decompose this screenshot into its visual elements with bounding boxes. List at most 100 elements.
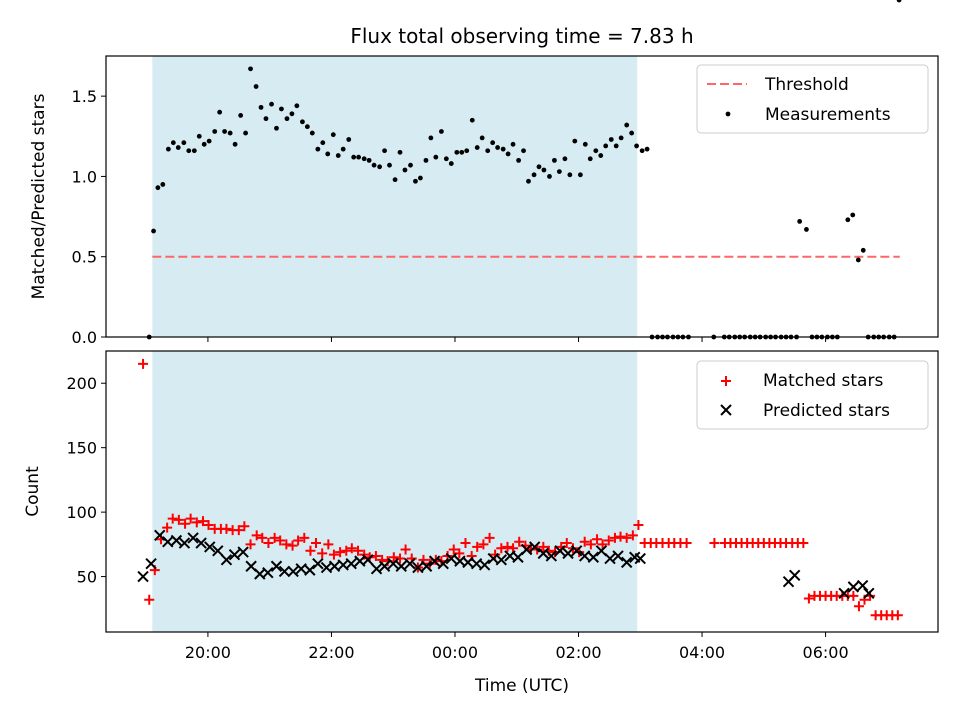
y-tick-label: 150 — [66, 439, 97, 458]
predicted-star-marker — [554, 545, 566, 557]
measurement-point — [289, 111, 295, 117]
predicted-star-marker — [312, 557, 324, 570]
matched-star-marker — [346, 543, 357, 554]
matched-star-marker — [627, 530, 638, 541]
matched-star-marker — [311, 538, 322, 549]
measurement-point — [804, 227, 809, 232]
measurement-point — [423, 157, 429, 163]
measurement-point — [371, 162, 377, 168]
measurement-point — [603, 143, 609, 149]
observing-span — [152, 56, 638, 337]
matched-star-marker — [400, 544, 411, 555]
matched-star-marker — [257, 532, 268, 543]
matched-star-marker — [281, 539, 292, 550]
predicted-star-marker — [304, 564, 316, 576]
measurement-point — [279, 106, 284, 112]
predicted-star-marker — [212, 545, 224, 557]
predicted-star-marker — [237, 546, 249, 558]
measurement-point — [526, 178, 531, 184]
predicted-star-marker — [428, 555, 441, 567]
measurement-point — [552, 157, 557, 163]
x-tick-label: 00:00 — [432, 643, 478, 662]
matched-star-marker — [203, 520, 214, 531]
measurement-point — [521, 148, 526, 154]
measurement-point — [618, 135, 624, 141]
matched-star-marker — [502, 541, 513, 552]
measurement-point — [248, 66, 253, 72]
matched-star-marker — [328, 549, 339, 560]
measurement-point — [175, 145, 181, 150]
matched-star-marker — [484, 532, 495, 543]
measurement-point — [469, 117, 475, 123]
x-tick-label: 20:00 — [185, 643, 231, 662]
predicted-star-marker — [187, 532, 199, 544]
matched-star-marker — [233, 525, 244, 536]
predicted-star-marker — [220, 554, 233, 566]
predicted-star-marker — [387, 557, 399, 570]
y-tick-label: 50 — [77, 568, 97, 587]
predicted-star-marker — [612, 550, 624, 562]
matched-star-marker — [335, 547, 346, 558]
measurement-point — [181, 140, 187, 146]
measurement-point — [505, 151, 511, 157]
measurement-point — [556, 169, 562, 175]
measurement-point — [572, 138, 578, 144]
measurement-point — [428, 135, 434, 141]
matched-star-marker — [579, 536, 590, 547]
measurement-point — [397, 149, 403, 155]
measurement-point — [253, 84, 259, 89]
matched-star-marker — [538, 541, 549, 552]
matched-star-marker — [514, 536, 525, 547]
predicted-star-marker — [270, 560, 283, 572]
predicted-star-marker — [228, 548, 241, 561]
measurement-point — [547, 174, 552, 179]
measurement-point — [232, 141, 238, 147]
measurement-point — [346, 137, 352, 142]
measurement-point — [567, 172, 573, 178]
y-tick-label: 200 — [66, 374, 97, 393]
axes-frame — [105, 55, 939, 338]
matched-star-marker — [853, 601, 864, 612]
matched-star-marker — [621, 532, 632, 543]
matched-star-marker — [162, 522, 173, 533]
measurement-point — [495, 145, 501, 150]
y-tick-label: 100 — [66, 503, 97, 522]
y-axis-label: Matched/Predicted stars — [29, 93, 49, 299]
measurement-point — [356, 154, 362, 160]
measurement-point — [300, 119, 305, 125]
measurement-point — [392, 177, 398, 183]
predicted-star-marker — [287, 565, 299, 578]
legend-predicted-swatch — [720, 404, 732, 416]
legend: Matched stars Predicted stars — [696, 360, 929, 430]
matched-star-marker — [798, 538, 809, 549]
measurement-point — [258, 104, 264, 110]
predicted-star-marker — [170, 534, 183, 547]
predicted-star-marker — [545, 550, 558, 562]
matched-star-marker — [609, 532, 620, 543]
matched-star-marker — [293, 535, 304, 546]
predicted-star-marker — [278, 565, 291, 578]
matched-star-marker — [709, 538, 720, 549]
chart-title: Flux total observing time = 7.83 h — [350, 24, 693, 48]
measurement-point — [562, 156, 568, 162]
matched-star-marker — [144, 594, 155, 605]
matched-star-marker — [323, 539, 334, 550]
predicted-star-marker — [420, 560, 433, 572]
predicted-star-marker — [437, 557, 449, 570]
measurement-point — [151, 228, 156, 234]
matched-star-marker — [388, 552, 399, 563]
measurement-point — [490, 140, 496, 146]
measurement-point — [531, 172, 537, 178]
matched-star-marker — [180, 518, 191, 529]
matched-star-marker — [585, 539, 596, 550]
measurement-point — [243, 130, 248, 136]
matched-star-marker — [269, 532, 280, 543]
predicted-star-marker — [137, 570, 149, 583]
measurement-point — [325, 151, 331, 157]
measurement-point — [433, 154, 439, 160]
measurement-point — [516, 157, 522, 163]
predicted-star-marker — [378, 560, 391, 572]
measurement-point — [304, 124, 310, 130]
measurement-point — [459, 149, 465, 155]
matched-star-marker — [681, 538, 692, 549]
